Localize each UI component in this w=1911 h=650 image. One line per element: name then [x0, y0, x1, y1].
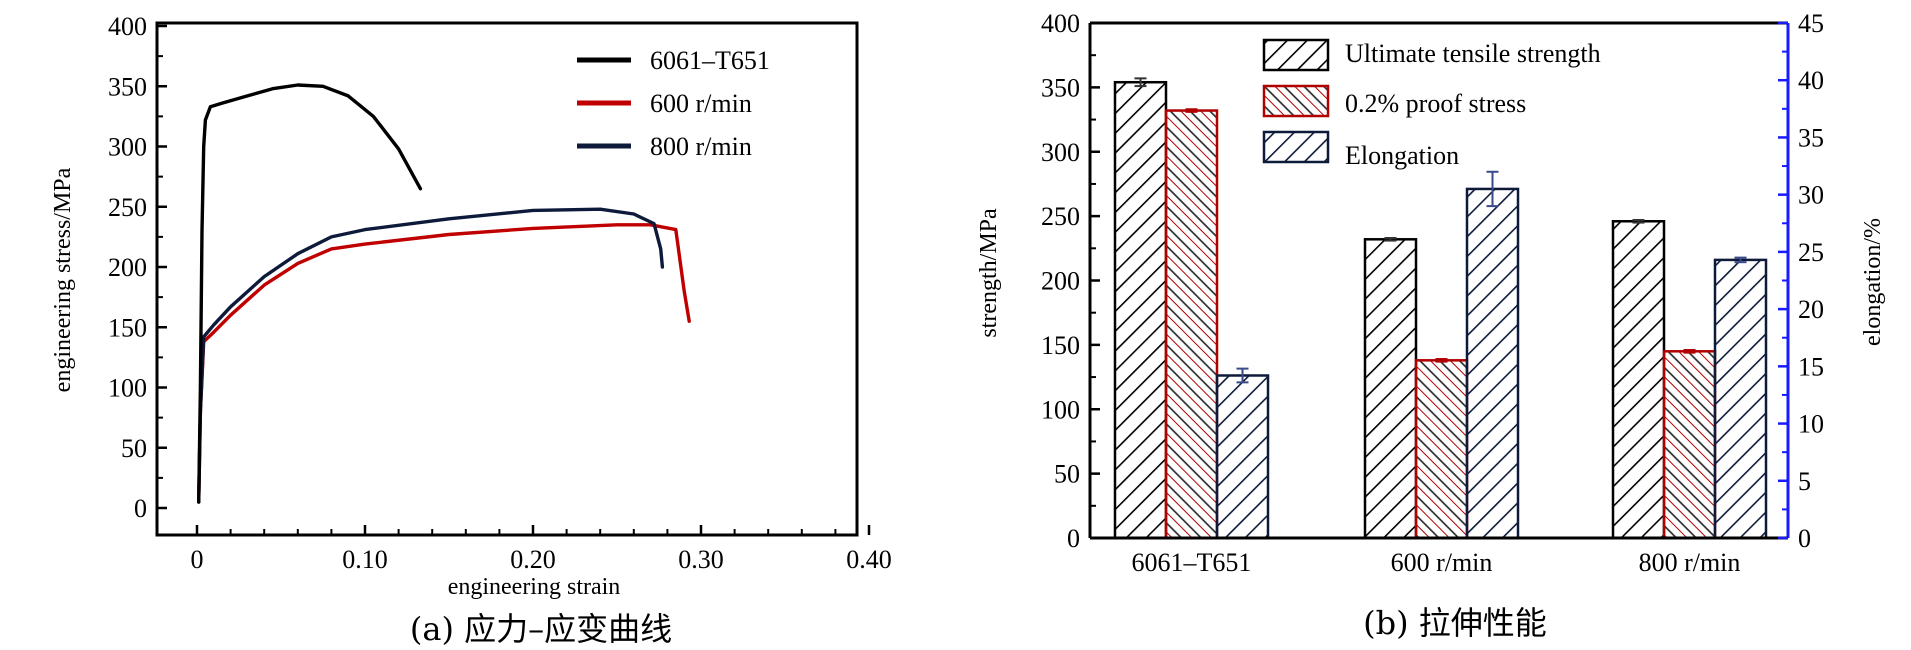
legend-label-600: 600 r/min [650, 89, 752, 118]
series-line-600 [197, 223, 691, 504]
x-tick-label: 0.40 [846, 545, 892, 574]
legend-label-proof: 0.2% proof stress [1345, 89, 1526, 118]
y2-tick-label: 20 [1798, 295, 1824, 324]
category-label: 6061–T651 [1132, 548, 1252, 577]
y2-tick-label: 45 [1798, 9, 1824, 38]
y-tick-label: 350 [108, 72, 147, 101]
panel-a-stress-strain: 0 50 100 150 200 250 300 350 400 0 0.10 0.20 0.30 0.… [50, 12, 892, 648]
y-tick-label: 0 [1067, 524, 1080, 553]
y2-tick-label: 10 [1798, 410, 1824, 439]
bar-proof-stress [1164, 109, 1219, 540]
y-tick-label: 150 [1041, 331, 1080, 360]
panel-a-y-ticks: 0 50 100 150 200 250 300 350 400 [108, 12, 167, 523]
bar-proof-stress [1662, 350, 1717, 540]
panel-a-caption: (a) 应力–应变曲线 [410, 610, 672, 648]
bar-elongation [1713, 258, 1768, 540]
panel-b-legend: Ultimate tensile strength 0.2% proof str… [1262, 38, 1601, 170]
y-tick-label: 200 [108, 253, 147, 282]
x-tick-label: 0.10 [342, 545, 388, 574]
series-line-6061-t651 [197, 83, 423, 504]
panel-b-right-ticks: 0 5 10 15 20 25 30 35 40 45 [1778, 9, 1824, 553]
panel-b-left-ticks: 0 50 100 150 200 250 300 350 400 [1041, 9, 1100, 553]
panel-b-category-labels: 6061–T651 600 r/min 800 r/min [1132, 548, 1741, 577]
panel-a-xlabel: engineering strain [448, 574, 621, 600]
bar-ultimate-tensile-strength [1363, 238, 1418, 540]
panel-a-ylabel: engineering stress/MPa [50, 167, 76, 392]
bar-ultimate-tensile-strength [1611, 220, 1666, 540]
y2-tick-label: 40 [1798, 66, 1824, 95]
panel-a-legend: 6061–T651 600 r/min 800 r/min [577, 46, 770, 161]
legend-swatch-proof [1262, 84, 1330, 118]
legend-swatch-uts [1262, 38, 1330, 72]
panel-a-plot-frame [155, 21, 859, 537]
legend-label-elongation: Elongation [1345, 141, 1459, 170]
y-tick-label: 250 [108, 193, 147, 222]
panel-a-series-lines [197, 83, 691, 504]
x-tick-label: 0.30 [678, 545, 724, 574]
legend-label-uts: Ultimate tensile strength [1345, 39, 1601, 68]
y-tick-label: 400 [108, 12, 147, 41]
y-tick-label: 0 [134, 494, 147, 523]
y-tick-label: 50 [121, 434, 147, 463]
y-tick-label: 150 [108, 313, 147, 342]
y-tick-label: 250 [1041, 202, 1080, 231]
panel-a-x-ticks: 0 0.10 0.20 0.30 0.40 [191, 525, 892, 574]
y2-tick-label: 25 [1798, 238, 1824, 267]
y2-tick-label: 5 [1798, 467, 1811, 496]
legend-swatch-elongation [1262, 130, 1330, 164]
bar-proof-stress [1414, 359, 1469, 540]
y-tick-label: 350 [1041, 73, 1080, 102]
series-line-800 [197, 207, 665, 504]
category-label: 800 r/min [1639, 548, 1741, 577]
category-label: 600 r/min [1391, 548, 1493, 577]
y-tick-label: 300 [1041, 138, 1080, 167]
y2-tick-label: 15 [1798, 352, 1824, 381]
x-tick-label: 0.20 [510, 545, 556, 574]
y-tick-label: 300 [108, 133, 147, 162]
x-tick-label: 0 [191, 545, 204, 574]
y-tick-label: 400 [1041, 9, 1080, 38]
y-tick-label: 100 [1041, 395, 1080, 424]
legend-label-6061-t651: 6061–T651 [650, 46, 770, 75]
bar-elongation [1465, 187, 1520, 540]
y2-tick-label: 35 [1798, 123, 1824, 152]
y-tick-label: 50 [1054, 460, 1080, 489]
y2-tick-label: 0 [1798, 524, 1811, 553]
panel-b-caption: (b) 拉伸性能 [1363, 604, 1547, 642]
bar-ultimate-tensile-strength [1113, 80, 1168, 540]
panel-b-tensile-properties: 0 50 100 150 200 250 300 350 400 0 5 10 15 20 25 30 35 4… [976, 9, 1886, 642]
y-tick-label: 100 [108, 374, 147, 403]
bar-elongation [1215, 374, 1270, 540]
y-tick-label: 200 [1041, 267, 1080, 296]
panel-b-ylabel: strength/MPa [976, 208, 1002, 338]
panel-b-y2label: elongation/% [1860, 218, 1886, 346]
y2-tick-label: 30 [1798, 181, 1824, 210]
legend-label-800: 800 r/min [650, 132, 752, 161]
